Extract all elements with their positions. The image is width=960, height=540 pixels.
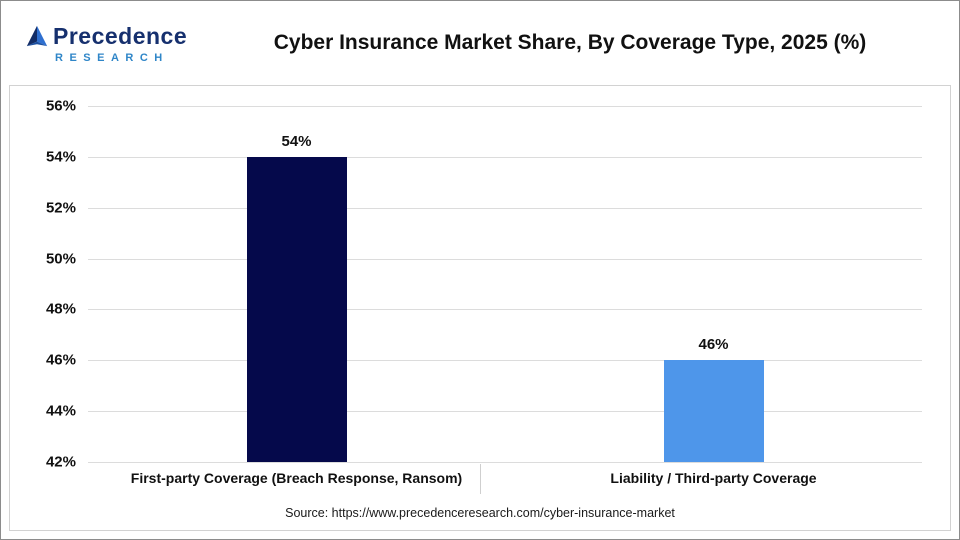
y-tick-label: 54%	[45, 148, 76, 166]
y-tick-label: 48%	[45, 300, 76, 318]
x-category-label: Liability / Third-party Coverage	[610, 470, 817, 486]
bar-group-third-party: 46%	[505, 106, 922, 462]
gridline	[88, 207, 922, 209]
bars: 54% 46%	[88, 106, 922, 462]
y-tick-label: 42%	[45, 453, 76, 471]
y-tick-label: 44%	[45, 402, 76, 420]
bar	[246, 156, 347, 462]
x-axis-labels: First-party Coverage (Breach Response, R…	[10, 462, 950, 502]
bar	[663, 360, 764, 462]
chart-panel: 56% 54% 52% 50% 48% 46% 44% 42% 54% 46% First-p…	[9, 85, 951, 531]
y-tick-label: 46%	[45, 351, 76, 369]
gridline	[88, 258, 922, 260]
chart-area: 56% 54% 52% 50% 48% 46% 44% 42% 54% 46%	[10, 86, 950, 471]
gridline	[88, 156, 922, 158]
gridline	[88, 411, 922, 413]
bar-group-first-party: 54%	[88, 106, 505, 462]
y-tick-label: 52%	[45, 199, 76, 217]
plot-area: 54% 46%	[88, 106, 922, 463]
y-tick-label: 50%	[45, 250, 76, 268]
gridline	[88, 309, 922, 311]
bar-value-label: 46%	[698, 336, 729, 354]
gridline	[88, 106, 922, 107]
header: Precedence RESEARCH Cyber Insurance Mark…	[1, 1, 959, 85]
gridline	[88, 360, 922, 362]
x-category-label: First-party Coverage (Breach Response, R…	[130, 470, 463, 486]
pyramid-icon	[25, 25, 49, 47]
logo-subtitle: RESEARCH	[55, 51, 169, 64]
logo: Precedence RESEARCH	[1, 23, 211, 64]
gridline	[88, 462, 922, 463]
y-tick-label: 56%	[45, 97, 76, 115]
source-text: Source: https://www.precedenceresearch.c…	[285, 506, 675, 520]
y-axis-labels: 56% 54% 52% 50% 48% 46% 44% 42%	[24, 98, 88, 471]
logo-wordmark: Precedence	[53, 22, 188, 49]
chart-title: Cyber Insurance Market Share, By Coverag…	[273, 30, 867, 54]
bar-value-label: 54%	[281, 132, 312, 150]
category-divider	[480, 464, 481, 494]
